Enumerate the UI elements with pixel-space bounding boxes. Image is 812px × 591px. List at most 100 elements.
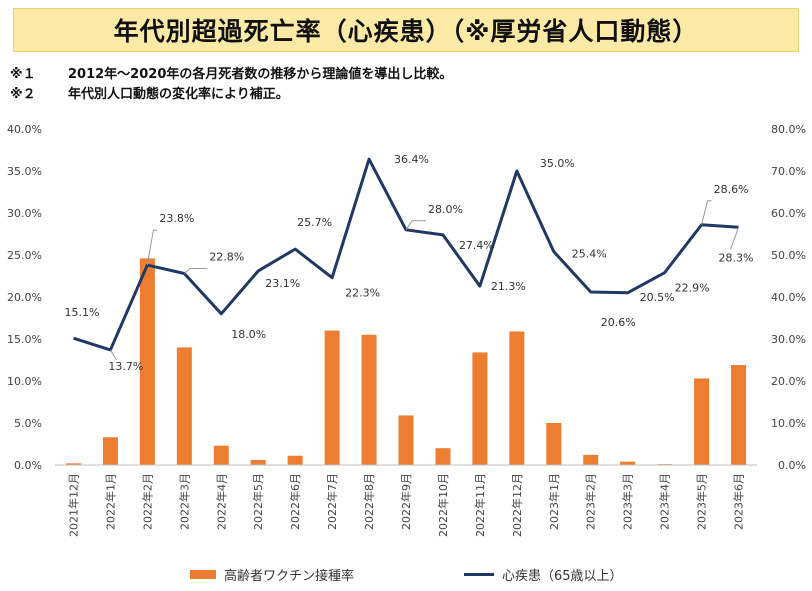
x-tick-label: 2023年6月	[732, 473, 746, 530]
y-tick-right: 80.0%	[771, 123, 806, 136]
y-tick-left: 30.0%	[7, 207, 42, 220]
x-axis: 2021年12月 2022年1月 2022年2月 2022年3月 2022年4月 2022…	[66, 473, 745, 537]
data-label: 20.5%	[640, 291, 675, 304]
bar	[102, 437, 118, 465]
y-tick-left: 15.0%	[7, 333, 42, 346]
label-leader	[730, 227, 739, 250]
x-tick-label: 2023年2月	[584, 473, 598, 530]
x-tick-label: 2022年12月	[510, 473, 524, 537]
note-1-text: 2012年～2020年の各月死者数の推移から理論値を導出し比較。	[68, 67, 453, 82]
y-tick-left: 10.0%	[7, 375, 42, 388]
legend-item-vaccine: 高齢者ワクチン接種率	[190, 565, 354, 584]
bar	[509, 331, 525, 465]
y-tick-right: 70.0%	[771, 165, 806, 178]
data-label: 13.7%	[108, 360, 143, 373]
y-tick-right: 10.0%	[771, 417, 806, 430]
data-label: 18.0%	[231, 328, 266, 341]
y-tick-left: 20.0%	[7, 291, 42, 304]
x-tick-label: 2022年2月	[140, 473, 154, 530]
y-tick-left: 40.0%	[7, 123, 42, 136]
bar	[731, 365, 747, 465]
data-label: 36.4%	[394, 153, 429, 166]
y-tick-right: 20.0%	[771, 375, 806, 388]
data-label: 27.4%	[459, 239, 494, 252]
bar	[398, 415, 414, 465]
note-2-mark: ※２	[10, 87, 36, 102]
label-leader	[146, 229, 158, 266]
data-label: 22.9%	[675, 282, 710, 295]
line-series	[73, 157, 739, 352]
x-tick-label: 2022年4月	[214, 473, 228, 530]
title-banner: 年代別超過死亡率（心疾患）（※厚労省人口動態）	[13, 8, 799, 52]
note-1-mark: ※１	[10, 67, 36, 82]
data-label: 23.1%	[265, 277, 300, 290]
label-leader	[405, 220, 426, 231]
y-tick-right: 0.0%	[778, 459, 806, 472]
legend-item-heart-disease: 心疾患（65歳以上）	[464, 565, 623, 584]
legend-label-heart-disease: 心疾患（65歳以上）	[502, 569, 623, 584]
data-label: 28.3%	[719, 251, 754, 264]
label-leader	[701, 200, 712, 225]
bar	[139, 258, 155, 465]
y-tick-right: 40.0%	[771, 291, 806, 304]
bar	[324, 330, 340, 465]
x-tick-label: 2021年12月	[66, 473, 80, 537]
y-tick-left: 0.0%	[14, 459, 42, 472]
note-2-text: 年代別人口動態の変化率により補正。	[68, 87, 289, 102]
bar	[250, 459, 266, 465]
series-line	[73, 157, 739, 352]
bar	[472, 352, 488, 465]
bar	[361, 334, 377, 465]
bar	[546, 423, 562, 465]
x-tick-label: 2023年3月	[621, 473, 635, 530]
y-axis-right: 0.0% 10.0% 20.0% 30.0% 40.0% 50.0% 60.0% 70.0% 8…	[771, 123, 806, 472]
bar	[620, 461, 636, 465]
x-tick-label: 2022年6月	[288, 473, 302, 530]
legend-swatch-bar	[190, 570, 216, 579]
data-label: 22.8%	[209, 250, 244, 263]
legend-label-vaccine: 高齢者ワクチン接種率	[224, 569, 355, 584]
data-label: 28.0%	[428, 203, 463, 216]
x-tick-label: 2023年1月	[547, 473, 561, 530]
x-tick-label: 2022年8月	[362, 473, 376, 530]
data-label: 15.1%	[64, 306, 99, 319]
bar	[287, 455, 303, 465]
bar	[435, 448, 451, 465]
data-label: 28.6%	[714, 183, 749, 196]
bar	[694, 378, 710, 465]
data-label: 25.7%	[297, 216, 332, 229]
y-tick-right: 50.0%	[771, 249, 806, 262]
y-tick-left: 25.0%	[7, 249, 42, 262]
bar	[65, 463, 81, 465]
x-tick-label: 2022年3月	[177, 473, 191, 530]
y-tick-right: 30.0%	[771, 333, 806, 346]
y-axis-left: 0.0% 5.0% 10.0% 15.0% 20.0% 25.0% 30.0% 35.0% 40…	[7, 123, 42, 472]
x-tick-label: 2022年1月	[103, 473, 117, 530]
y-tick-left: 5.0%	[14, 417, 42, 430]
page-title: 年代別超過死亡率（心疾患）（※厚労省人口動態）	[113, 17, 699, 46]
y-tick-left: 35.0%	[7, 165, 42, 178]
x-tick-label: 2022年10月	[436, 473, 450, 537]
data-labels: 15.1% 13.7% 23.8% 22.8% 18.0% 23.1% 25.7% 22.3%…	[64, 153, 753, 373]
x-tick-label: 2023年4月	[658, 473, 672, 530]
data-label: 25.4%	[572, 248, 607, 261]
bar-series	[65, 258, 747, 465]
data-label: 21.3%	[491, 280, 526, 293]
data-label: 23.8%	[159, 212, 194, 225]
y-tick-right: 60.0%	[771, 207, 806, 220]
label-leader	[183, 267, 208, 274]
x-tick-label: 2022年11月	[473, 473, 487, 537]
legend-swatch-line	[464, 573, 494, 576]
data-label: 22.3%	[345, 287, 380, 300]
bar	[583, 454, 599, 465]
bar	[213, 445, 229, 465]
label-leader	[109, 349, 117, 361]
data-label: 20.6%	[601, 316, 636, 329]
x-tick-label: 2022年9月	[399, 473, 413, 530]
data-label: 35.0%	[540, 157, 575, 170]
bar	[176, 347, 192, 465]
note-2: ※２ 年代別人口動態の変化率により補正。	[10, 83, 289, 102]
x-tick-label: 2022年5月	[251, 473, 265, 530]
x-tick-label: 2022年7月	[325, 473, 339, 530]
